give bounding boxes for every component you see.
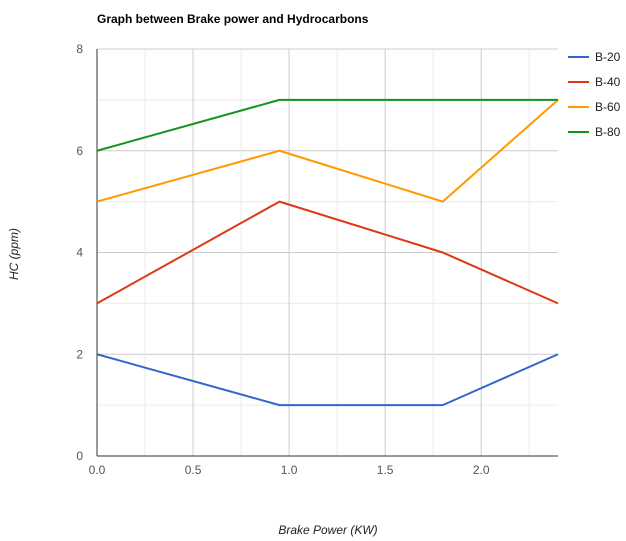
y-tick-label: 0 [76, 449, 83, 463]
x-tick-label: 2.0 [473, 463, 490, 477]
grid [97, 48, 558, 457]
y-tick-label: 2 [76, 347, 83, 361]
legend-label: B-40 [595, 75, 621, 89]
y-tick-label: 6 [76, 144, 83, 158]
legend-label: B-20 [595, 50, 621, 64]
x-tick-label: 1.0 [281, 463, 298, 477]
legend-label: B-80 [595, 125, 621, 139]
x-tick-label: 0.5 [185, 463, 202, 477]
series-line-b-80 [96, 98, 558, 152]
series-line-b-60 [96, 99, 559, 203]
x-axis-label: Brake Power (KW) [278, 523, 377, 537]
series-lines [96, 98, 559, 407]
series-line-b-20 [96, 353, 559, 407]
y-tick-labels: 0 2 4 6 8 [76, 42, 83, 463]
series-line-b-40 [96, 200, 559, 305]
y-tick-label: 4 [76, 246, 83, 260]
x-tick-labels: 0.0 0.5 1.0 1.5 2.0 [89, 463, 490, 477]
axes [96, 49, 558, 457]
legend: B-20 B-40 B-60 B-80 [568, 50, 621, 139]
x-tick-label: 1.5 [377, 463, 394, 477]
x-tick-label: 0.0 [89, 463, 106, 477]
legend-label: B-60 [595, 100, 621, 114]
y-tick-label: 8 [76, 42, 83, 56]
chart-title: Graph between Brake power and Hydrocarbo… [97, 12, 369, 26]
y-axis-label: HC (ppm) [7, 228, 21, 280]
